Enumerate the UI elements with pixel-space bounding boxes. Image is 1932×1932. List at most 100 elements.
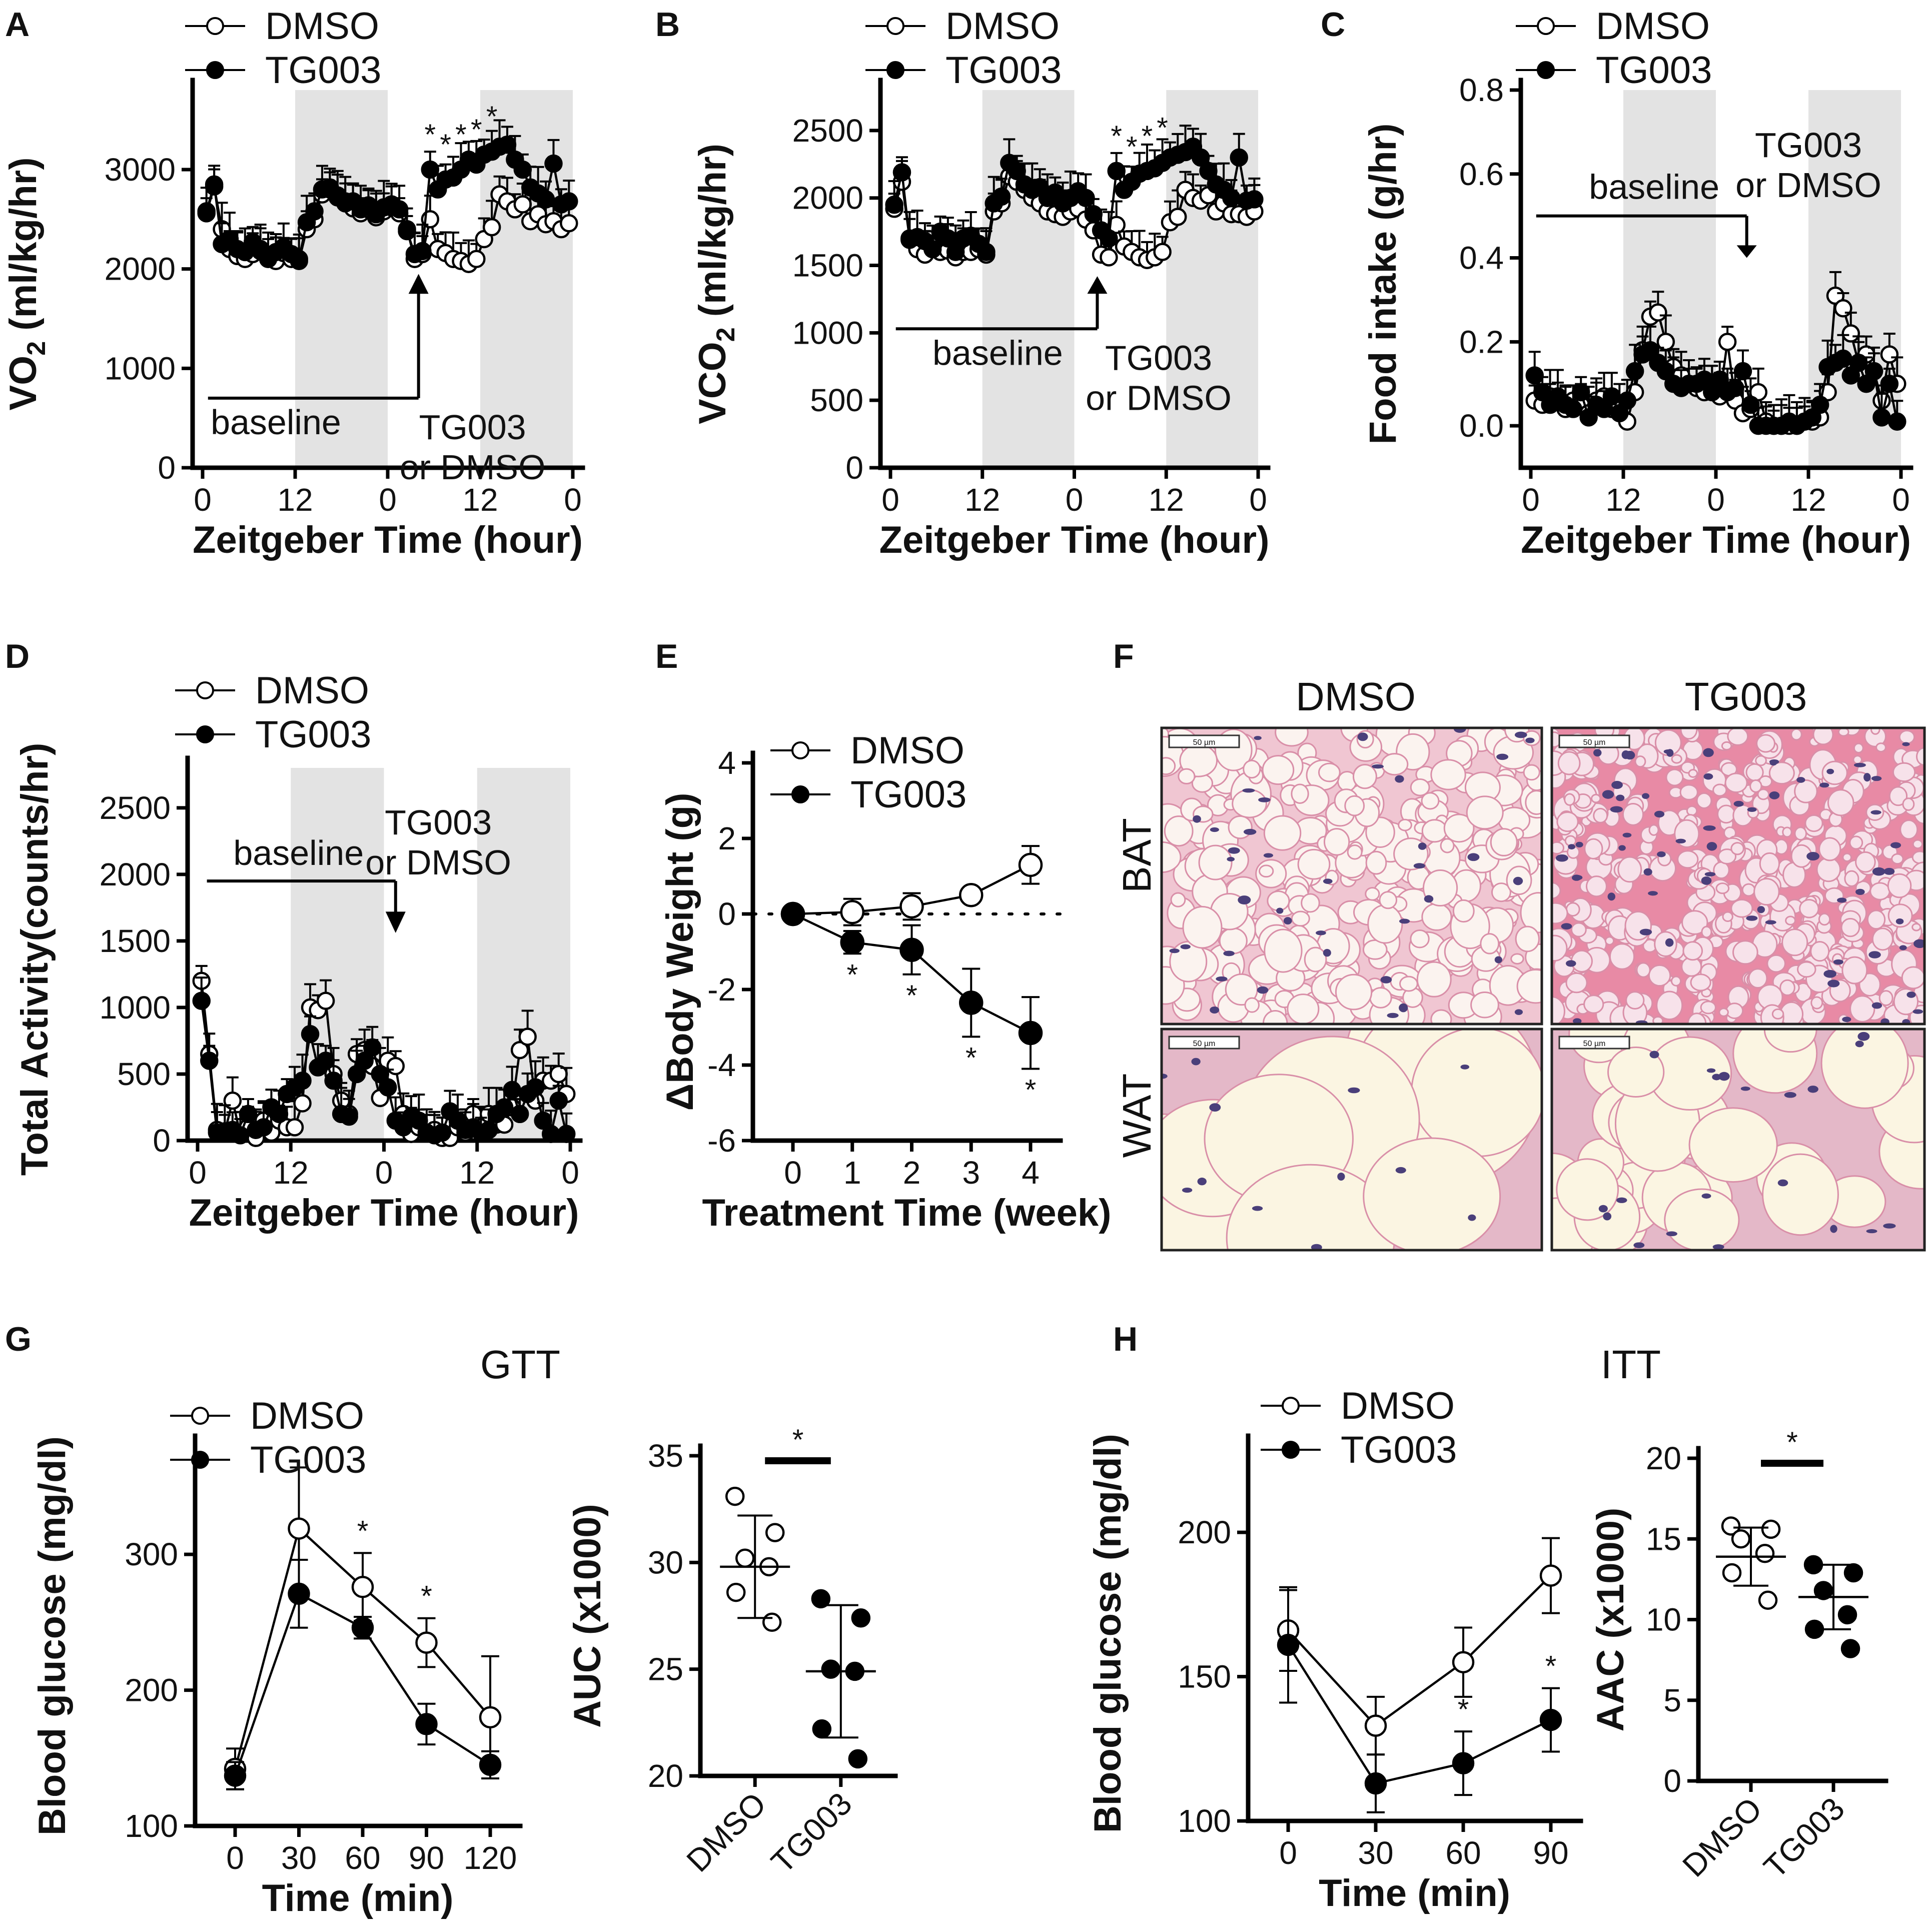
activity-x-tick-label: 0 xyxy=(561,1155,579,1191)
gtt-auc-dmso-point xyxy=(726,1582,746,1602)
vo2-tg003-point xyxy=(536,190,555,209)
panel-label-g: G xyxy=(5,1320,32,1358)
adipocyte-cell xyxy=(1652,1016,1664,1024)
adipocyte-cell xyxy=(1891,853,1904,865)
vco2-x-tick-label: 0 xyxy=(1066,482,1084,518)
cell-nucleus xyxy=(1357,732,1368,741)
bodyweight-significance-star: * xyxy=(846,958,858,991)
adipocyte-cell xyxy=(1717,848,1737,864)
food-dmso-point xyxy=(1834,299,1852,318)
gtt-tg003-point xyxy=(224,1764,247,1787)
adipocyte-cell xyxy=(1864,728,1886,747)
adipocyte-cell xyxy=(1552,841,1565,854)
cell-nucleus xyxy=(1806,851,1819,861)
vco2-tg003-point xyxy=(1100,229,1118,248)
adipocyte-cell xyxy=(1335,974,1373,1011)
cell-nucleus xyxy=(1701,876,1712,885)
adipocyte-cell xyxy=(1755,755,1767,766)
adipocyte-cell xyxy=(1748,968,1768,989)
scale-bar-wat-dmso: 50 µm xyxy=(1168,1036,1240,1050)
adipocyte-cell xyxy=(1584,838,1603,859)
adipocyte-cell xyxy=(1648,964,1671,987)
itt-dmso-point xyxy=(1452,1651,1475,1673)
cell-nucleus xyxy=(1899,945,1907,950)
adipocyte-cell xyxy=(1794,826,1807,841)
cell-nucleus xyxy=(1395,1167,1406,1174)
activity-legend-dmso-marker xyxy=(196,681,214,699)
food-dmso-point xyxy=(1880,345,1899,364)
adipocyte-cell xyxy=(1768,761,1795,785)
adipocyte-cell xyxy=(1727,728,1749,746)
gtt-significance-star: * xyxy=(421,1580,432,1613)
bodyweight-dmso-point xyxy=(899,894,924,919)
gtt-x-tick-label: 60 xyxy=(345,1840,380,1876)
vco2-significance-star: * xyxy=(1111,120,1122,153)
itt-aac-y-tick-label: 0 xyxy=(1663,1763,1681,1799)
cell-nucleus xyxy=(1880,1018,1889,1024)
vo2-tg003-point xyxy=(544,154,563,173)
gtt-x-label: Time (min) xyxy=(262,1877,454,1919)
cell-nucleus xyxy=(1610,806,1623,813)
vo2-tg003-point xyxy=(390,200,409,219)
itt-aac-y-tick-label: 20 xyxy=(1646,1440,1681,1476)
cell-nucleus xyxy=(1468,1214,1476,1221)
adipocyte-cell xyxy=(1686,805,1698,816)
activity-dmso-point xyxy=(285,1118,304,1137)
cell-nucleus xyxy=(1622,832,1632,838)
cell-nucleus xyxy=(1210,827,1219,832)
adipocyte-cell xyxy=(1741,883,1756,897)
food-treatment-label-line1: TG003 xyxy=(1755,126,1862,165)
adipocyte-cell xyxy=(1381,753,1409,776)
activity-dmso-point xyxy=(510,1041,529,1060)
food-dmso-point xyxy=(1718,333,1737,351)
activity-x-tick-label: 0 xyxy=(375,1155,393,1191)
activity-tg003-point xyxy=(510,1105,529,1124)
adipocyte-cell xyxy=(1696,792,1712,809)
cell-nucleus xyxy=(1704,872,1716,876)
cell-nucleus xyxy=(1602,790,1614,799)
activity-tg003-point xyxy=(526,1078,545,1097)
itt-legend-tg003-label: TG003 xyxy=(1341,1429,1457,1471)
activity-x-tick-label: 12 xyxy=(459,1155,495,1191)
bodyweight-x-tick-label: 3 xyxy=(962,1155,980,1191)
itt-x-label: Time (min) xyxy=(1319,1872,1510,1914)
gtt-dmso-point xyxy=(351,1576,374,1598)
cell-nucleus xyxy=(1857,1032,1870,1041)
adipocyte-cell xyxy=(1821,760,1848,785)
adipocyte-cell xyxy=(1871,927,1893,951)
activity-tg003-point xyxy=(347,1065,366,1084)
gtt-auc-y-label: AUC (x1000) xyxy=(566,1504,609,1728)
adipocyte-cell xyxy=(1591,793,1601,803)
cell-nucleus xyxy=(1514,1009,1523,1015)
cell-nucleus xyxy=(1316,930,1326,935)
itt-aac-y-tick-label: 5 xyxy=(1663,1682,1681,1718)
adipocyte-cell xyxy=(1585,875,1607,897)
cell-nucleus xyxy=(1180,944,1191,949)
adipocyte-cell xyxy=(1258,864,1274,878)
cell-nucleus xyxy=(1883,867,1895,875)
svg-text:50 µm: 50 µm xyxy=(1583,1040,1606,1048)
adipocyte-cell xyxy=(1799,899,1819,918)
histology-frame-wat-tg003 xyxy=(1550,1028,1926,1252)
bodyweight-y-tick-label: -2 xyxy=(707,972,736,1008)
gtt-x-tick-label: 120 xyxy=(464,1840,517,1876)
vco2-x-tick-label: 0 xyxy=(1249,482,1267,518)
adipocyte-cell xyxy=(1721,741,1732,751)
cell-nucleus xyxy=(1575,841,1583,848)
activity-treatment-label-line2: or DMSO xyxy=(365,843,511,882)
vo2-x-tick-label: 12 xyxy=(462,482,498,518)
adipocyte-cell xyxy=(1379,891,1398,909)
gtt-y-label: Blood glucose (mg/dl) xyxy=(31,1436,74,1835)
adipocyte-cell xyxy=(1810,940,1830,962)
cell-nucleus xyxy=(1643,868,1652,876)
cell-nucleus xyxy=(1418,842,1427,850)
adipocyte-cell xyxy=(1712,783,1727,797)
adipocyte-cell xyxy=(1878,990,1893,1007)
gtt-auc-y-tick-label: 25 xyxy=(648,1651,683,1687)
food-y-tick-label: 0.0 xyxy=(1459,408,1504,444)
bodyweight-tg003-point xyxy=(899,937,924,962)
adipocyte-cell xyxy=(1490,828,1518,856)
vco2-y-label: VCO2 (ml/kg/hr) xyxy=(691,144,740,424)
cell-nucleus xyxy=(1348,1087,1360,1094)
itt-x-tick-label: 30 xyxy=(1358,1835,1393,1871)
